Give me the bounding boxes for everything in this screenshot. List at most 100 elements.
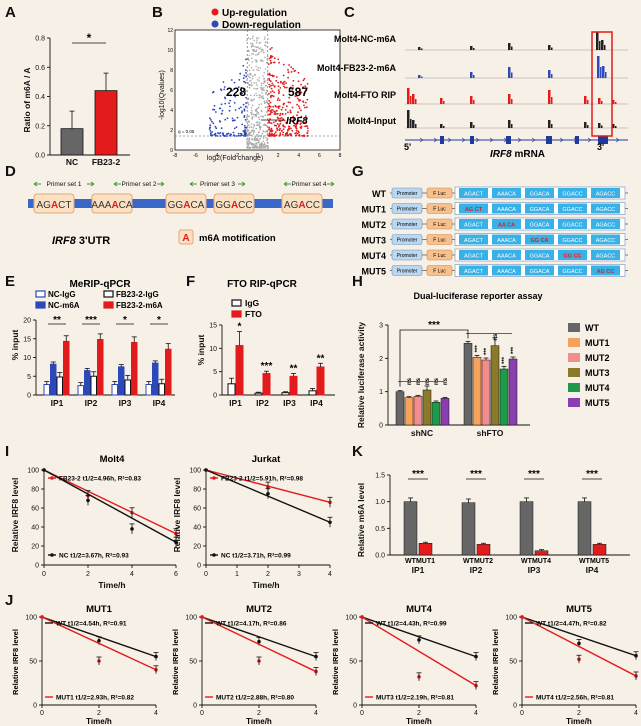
b-point-up [285, 132, 287, 135]
b-point-ns [249, 72, 252, 75]
g-fluc-label: F Luc [433, 207, 446, 213]
c-peak [412, 94, 415, 104]
i1-y-tick-label: 80 [193, 487, 201, 494]
b-point-up [284, 134, 287, 137]
g-promoter-label: Promoter [397, 222, 418, 228]
b-point-down [242, 64, 245, 67]
b-point-up [279, 127, 281, 130]
g-motif-text: GGACA [530, 269, 550, 275]
b-y-tick-label: 2 [170, 128, 173, 134]
k-bar [476, 544, 491, 556]
g-motif-text: AGACT [464, 269, 484, 275]
b-point-up [285, 82, 287, 84]
b-point-ns [256, 87, 259, 90]
b-point-ns [256, 79, 259, 81]
b-point-up [294, 126, 297, 128]
b-point-up [281, 106, 284, 109]
b-point-ns [259, 126, 262, 128]
b-point-up [277, 105, 280, 108]
b-point-ns [259, 47, 262, 49]
b-point-down [237, 132, 240, 135]
b-point-ns [263, 144, 265, 146]
b-point-ns [265, 85, 268, 87]
b-point-ns [260, 51, 262, 53]
b-point-up [292, 79, 295, 82]
b-point-up [278, 124, 280, 127]
b-point-ns [251, 53, 253, 55]
b-point-up [270, 62, 272, 65]
b-point-up [295, 129, 298, 132]
b-point-ns [253, 147, 255, 149]
b-point-ns [256, 39, 258, 41]
f-legend-swatch [231, 299, 242, 307]
b-point-up [295, 127, 298, 130]
chart-j: MUT1 Relative IRF8 level Time/h 0 50 100 0 2 4 WT… [11, 604, 639, 726]
b-point-down [211, 131, 214, 133]
b-point-down [232, 131, 235, 134]
b-point-up [281, 133, 284, 136]
b-point-ns [265, 144, 268, 147]
b-point-ns [255, 59, 258, 62]
b-point-up [276, 99, 279, 101]
b-point-ns [253, 131, 255, 134]
g-motif-text: AGACT [464, 254, 484, 260]
c-peak [421, 48, 423, 50]
d-primer-arrow-rev [238, 181, 246, 187]
b-point-down [235, 126, 238, 129]
a-ylabel: Ratio of m6A / A [22, 67, 32, 132]
b-point-ns [253, 48, 255, 51]
b-point-up [292, 115, 295, 118]
b-point-ns [252, 35, 254, 38]
d-motif-box [33, 193, 75, 214]
d-primer-arrow-fwd [283, 181, 291, 187]
b-point-up [278, 91, 280, 93]
b-point-up [297, 111, 299, 114]
i-x-tick-label: 1 [235, 571, 239, 578]
b-point-ns [257, 106, 260, 109]
h-bar [404, 397, 414, 426]
c-peak [511, 99, 513, 104]
j-title: MUT5 [566, 604, 593, 615]
k-bar [577, 501, 592, 556]
b-point-ns [255, 137, 258, 140]
b-point-ns [263, 89, 265, 91]
b-plot-frame [174, 29, 341, 151]
b-point-ns [255, 65, 257, 68]
b-point-ns [262, 75, 264, 77]
b-point-down [208, 128, 211, 130]
k-sig-star: *** [470, 469, 482, 480]
b-x-tick-label: -8 [173, 153, 178, 159]
b-point-ns [263, 100, 266, 103]
f-sig-star: *** [261, 361, 273, 372]
j-point [200, 615, 204, 619]
b-point-up [284, 109, 287, 111]
b-point-up [269, 59, 272, 62]
c-peak [511, 46, 513, 50]
b-point-ns [260, 144, 263, 147]
b-point-up [290, 127, 292, 130]
b-point-ns [262, 137, 265, 140]
a-y-tick-label: 0.0 [35, 153, 45, 160]
b-point-ns [248, 140, 250, 142]
c-strand-arrow [503, 137, 508, 143]
b-y-tick-label: 8 [170, 68, 173, 74]
g-motif-box [558, 203, 587, 214]
g-motif-text: AAACA [497, 269, 516, 275]
b-point-down [245, 58, 247, 61]
b-point-ns [262, 51, 265, 54]
b-point-down [229, 94, 232, 97]
b-point-down [245, 75, 248, 78]
g-motif-box [558, 234, 587, 245]
b-point-down [224, 102, 227, 105]
e-legend-swatch [103, 290, 114, 298]
b-point-down [228, 102, 231, 104]
g-motif-box [525, 203, 554, 214]
h-bar [413, 396, 423, 426]
g-motif-box [525, 219, 554, 229]
b-point-up [287, 128, 289, 131]
k-bar [461, 502, 476, 556]
b-point-down [239, 72, 242, 75]
e-legend-label: FB23-2-m6A [116, 301, 163, 310]
e-x-label: IP2 [85, 398, 98, 408]
b-point-down [210, 132, 212, 135]
